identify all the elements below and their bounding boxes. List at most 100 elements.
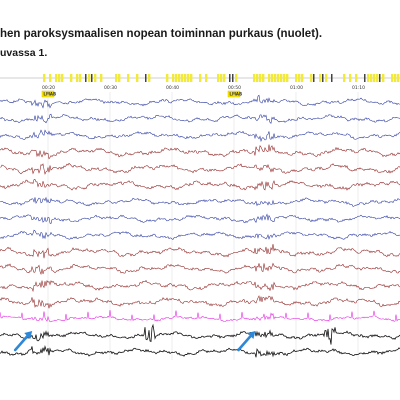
- event-segment: [268, 74, 271, 82]
- event-segment: [310, 74, 313, 82]
- event-segment: [184, 74, 187, 82]
- event-segment: [127, 74, 130, 82]
- timestamp-label: 01:10: [352, 85, 365, 91]
- event-segment: [79, 74, 82, 82]
- arrow-up-right-icon: [13, 331, 33, 352]
- event-segment: [325, 74, 328, 82]
- eeg-channel-trace: [0, 196, 400, 207]
- eeg-channel-trace: [0, 295, 400, 309]
- eeg-channel-trace: [0, 309, 400, 323]
- figure-caption-line1: hen paroksysmaalisen nopean toiminnan pu…: [0, 28, 323, 40]
- event-segment: [283, 74, 286, 82]
- event-segment: [166, 74, 169, 82]
- eeg-channel-trace: [0, 129, 400, 143]
- event-segment: [394, 74, 397, 82]
- event-segment: [277, 74, 280, 82]
- event-segment: [373, 74, 376, 82]
- event-segment: [85, 74, 87, 82]
- event-bar: [0, 74, 400, 82]
- event-segment: [187, 74, 190, 82]
- event-segment: [115, 74, 118, 82]
- event-segment: [256, 74, 259, 82]
- eeg-channel-trace: [0, 262, 400, 275]
- event-segment: [253, 74, 256, 82]
- event-segment: [286, 74, 289, 82]
- event-segment: [100, 74, 103, 82]
- event-segment: [295, 74, 298, 82]
- eeg-recording-view: 00:20 00:30 00:40 00:50 01:00 01:10 LMAB LMAB: [0, 70, 400, 360]
- eeg-channel-trace: [0, 229, 400, 240]
- event-segment: [55, 74, 58, 82]
- event-segment: [259, 74, 262, 82]
- event-segment: [229, 74, 231, 82]
- timestamp-label: 00:30: [104, 85, 117, 91]
- event-segment: [271, 74, 274, 82]
- event-segment: [355, 74, 358, 82]
- eeg-channels: [0, 94, 400, 358]
- event-segment: [262, 74, 265, 82]
- event-segment: [232, 74, 234, 82]
- figure-caption-line2: uvassa 1.: [0, 47, 48, 59]
- discharge-arrows: [13, 331, 256, 352]
- event-segment: [379, 74, 381, 82]
- event-segment: [343, 74, 346, 82]
- event-segment: [43, 74, 46, 82]
- event-segment: [178, 74, 181, 82]
- event-segment: [205, 74, 208, 82]
- event-segment: [172, 74, 175, 82]
- event-segment: [61, 74, 64, 82]
- event-segment: [331, 74, 333, 82]
- event-segment: [91, 74, 93, 82]
- event-segment: [148, 74, 151, 82]
- eeg-background: [0, 70, 400, 360]
- event-segment: [313, 74, 315, 82]
- event-segment: [145, 74, 147, 82]
- eeg-channel-trace: [0, 323, 400, 345]
- event-segment: [376, 74, 379, 82]
- event-segment: [199, 74, 202, 82]
- event-segment: [367, 74, 370, 82]
- timestamp-label: 00:40: [166, 85, 179, 91]
- event-segment: [382, 74, 385, 82]
- time-gridlines: [47, 92, 359, 360]
- event-segment: [298, 74, 301, 82]
- eeg-channel-trace: [0, 213, 400, 224]
- event-mark-label: LMAB: [43, 92, 56, 97]
- event-segment: [190, 74, 193, 82]
- event-segment: [370, 74, 373, 82]
- event-segment: [181, 74, 184, 82]
- eeg-channel-trace: [0, 113, 400, 124]
- eeg-channel-trace: [0, 179, 400, 191]
- event-mark-label: LMAB: [229, 92, 242, 97]
- eeg-channel-trace: [0, 345, 400, 358]
- arrow-up-right-icon: [237, 331, 256, 352]
- event-segment: [223, 74, 226, 82]
- event-segment: [88, 74, 91, 82]
- event-segment: [319, 74, 322, 82]
- eeg-channel-trace: [0, 243, 400, 259]
- event-segment: [280, 74, 283, 82]
- eeg-trace-canvas: 00:20 00:30 00:40 00:50 01:00 01:10 LMAB LMAB: [0, 70, 400, 360]
- event-segment: [364, 74, 366, 82]
- eeg-channel-trace: [0, 94, 400, 109]
- event-segment: [349, 74, 352, 82]
- event-segment: [235, 74, 238, 82]
- event-segment: [49, 74, 52, 82]
- event-segment: [220, 74, 223, 82]
- event-segment: [118, 74, 121, 82]
- eeg-channel-trace: [0, 162, 400, 175]
- event-segment: [94, 74, 97, 82]
- event-segment: [391, 74, 394, 82]
- event-segment: [301, 74, 304, 82]
- timestamp-label: 00:50: [228, 85, 241, 91]
- event-segment: [397, 74, 400, 82]
- event-segment: [175, 74, 178, 82]
- event-segment: [58, 74, 61, 82]
- eeg-channel-trace: [0, 144, 400, 160]
- event-segment: [76, 74, 79, 82]
- event-segment: [322, 74, 324, 82]
- event-segment: [274, 74, 277, 82]
- event-segment: [217, 74, 220, 82]
- timestamp-label: 00:20: [42, 85, 55, 91]
- time-ruler: 00:20 00:30 00:40 00:50 01:00 01:10: [42, 85, 365, 91]
